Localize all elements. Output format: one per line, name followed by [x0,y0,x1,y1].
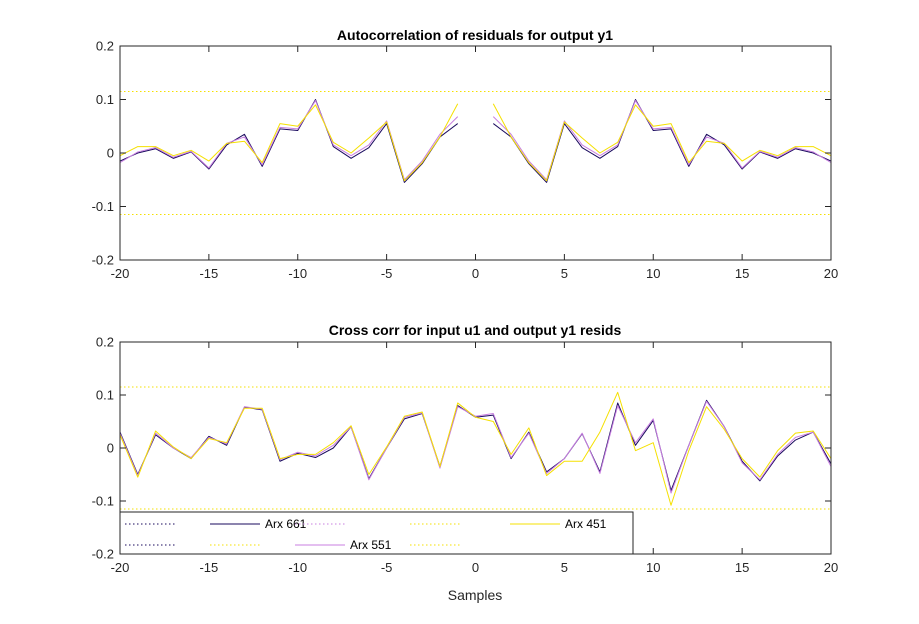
x-tick-label: 15 [735,560,749,575]
x-axis-label: Samples [448,587,502,603]
y-tick-label: 0 [107,146,114,161]
legend-label: Arx 551 [350,538,392,552]
cross-correlation-axes: Cross corr for input u1 and output y1 re… [92,322,839,603]
x-tick-label: -15 [199,560,218,575]
x-tick-label: 10 [646,266,660,281]
autocorrelation-axes: Autocorrelation of residuals for output … [92,27,839,281]
x-tick-label: -10 [288,560,307,575]
x-tick-label: 0 [472,266,479,281]
x-tick-label: -20 [111,266,130,281]
x-tick-label: 0 [472,560,479,575]
y-tick-label: -0.1 [92,199,114,214]
x-tick-label: -15 [199,266,218,281]
y-tick-label: 0.1 [96,388,114,403]
y-tick-label: -0.2 [92,547,114,562]
y-tick-label: 0.1 [96,92,114,107]
chart-title: Cross corr for input u1 and output y1 re… [329,322,622,338]
x-tick-label: 5 [561,560,568,575]
legend-label: Arx 661 [265,517,307,531]
y-tick-label: 0 [107,441,114,456]
x-tick-label: -5 [381,266,393,281]
legend-box [119,511,634,555]
y-tick-label: -0.1 [92,494,114,509]
y-tick-label: 0.2 [96,39,114,54]
x-tick-label: -10 [288,266,307,281]
x-tick-label: -5 [381,560,393,575]
y-tick-label: -0.2 [92,253,114,268]
series-line-arx-451 [119,391,832,506]
x-tick-label: 10 [646,560,660,575]
x-tick-label: -20 [111,560,130,575]
legend-label: Arx 451 [565,517,607,531]
chart-title: Autocorrelation of residuals for output … [337,27,613,43]
x-tick-label: 20 [824,560,838,575]
y-tick-label: 0.2 [96,335,114,350]
x-tick-label: 5 [561,266,568,281]
x-tick-label: 20 [824,266,838,281]
x-tick-label: 15 [735,266,749,281]
series-line-arx-451 [119,103,832,182]
legend: Arx 661 Arx 451 Arx 551 [119,511,634,555]
